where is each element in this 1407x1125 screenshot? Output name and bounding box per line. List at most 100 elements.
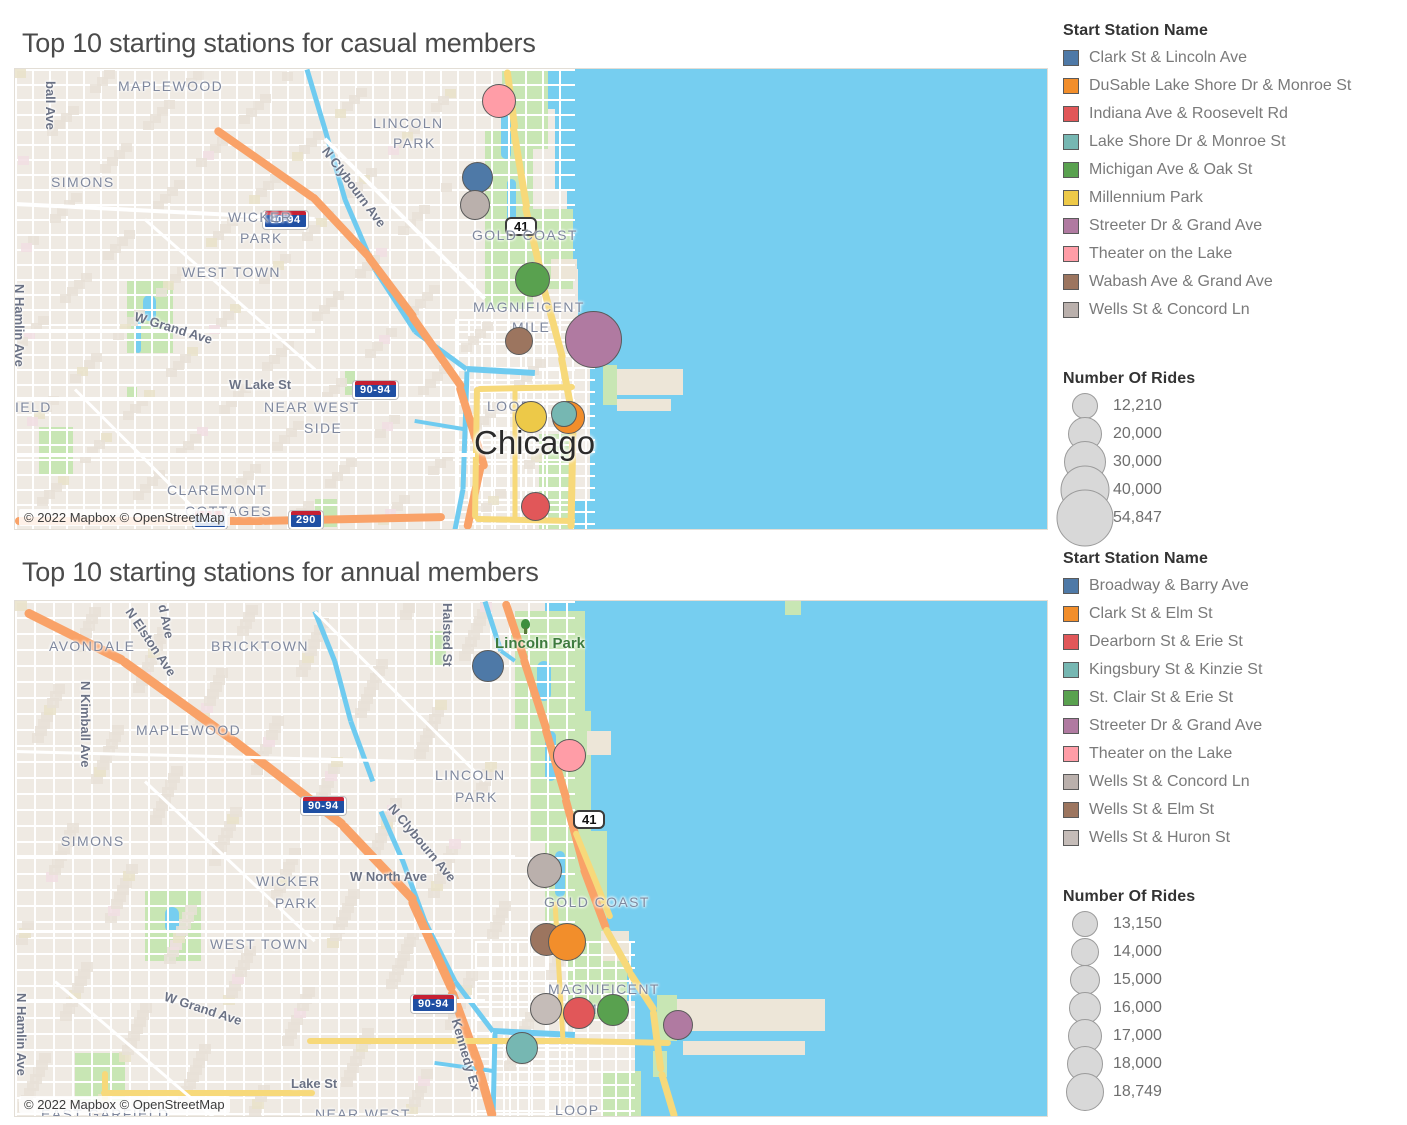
map-point-casual-3[interactable] bbox=[514, 261, 550, 297]
map-block bbox=[114, 892, 126, 902]
map-street-h bbox=[455, 451, 595, 453]
map-block bbox=[435, 459, 446, 468]
map-block bbox=[21, 243, 32, 252]
map-block bbox=[327, 938, 339, 948]
map-block bbox=[244, 946, 256, 956]
map-block bbox=[292, 152, 303, 161]
legend-item-label: Clark St & Lincoln Ave bbox=[1089, 49, 1248, 66]
map-point-casual-2[interactable] bbox=[460, 190, 490, 220]
map-street-h bbox=[15, 354, 575, 356]
map-street-h bbox=[15, 339, 575, 341]
legend-item-casual-9[interactable]: Wells St & Concord Ln bbox=[1063, 296, 1351, 324]
map-point-annual-9[interactable] bbox=[506, 1032, 538, 1064]
map-point-casual-4[interactable] bbox=[564, 310, 622, 368]
map-block bbox=[402, 132, 413, 141]
map-block bbox=[67, 823, 79, 833]
map-block bbox=[362, 1028, 374, 1038]
map-block bbox=[134, 1017, 146, 1027]
legend-item-annual-8[interactable]: Wells St & Elm St bbox=[1063, 796, 1262, 824]
map-block bbox=[376, 248, 387, 257]
legend-item-casual-4[interactable]: Michigan Ave & Oak St bbox=[1063, 156, 1351, 184]
map-block bbox=[133, 683, 145, 693]
map-block bbox=[53, 684, 65, 694]
map-block bbox=[356, 88, 367, 97]
legend-item-label: Dearborn St & Erie St bbox=[1089, 633, 1243, 650]
map-street-h bbox=[15, 174, 575, 176]
legend-item-annual-9[interactable]: Wells St & Huron St bbox=[1063, 824, 1262, 852]
map-point-annual-4[interactable] bbox=[548, 923, 586, 961]
size-legend-circle bbox=[1056, 489, 1114, 547]
size-legend-circle-wrap bbox=[1063, 965, 1107, 995]
legend-item-label: Wells St & Concord Ln bbox=[1089, 773, 1250, 790]
map-point-annual-0[interactable] bbox=[472, 650, 504, 682]
map-point-annual-7[interactable] bbox=[597, 994, 629, 1026]
legend-item-annual-7[interactable]: Wells St & Concord Ln bbox=[1063, 768, 1262, 796]
map-annual-members[interactable]: 90-94 90-94 41 AVONDALE BRICKTOWN MAPLEWOOD SI… bbox=[14, 600, 1048, 1117]
legend-item-label: Indiana Ave & Roosevelt Rd bbox=[1089, 105, 1288, 122]
map-point-annual-5[interactable] bbox=[530, 993, 562, 1025]
map-block bbox=[127, 317, 138, 326]
map-point-annual-6[interactable] bbox=[563, 997, 595, 1029]
map-block bbox=[134, 310, 145, 319]
map-point-annual-2[interactable] bbox=[526, 852, 562, 888]
map-street-v bbox=[151, 69, 153, 529]
map-street-v bbox=[406, 69, 408, 529]
map-block bbox=[60, 294, 71, 303]
map-street-v bbox=[474, 69, 476, 529]
map-street-v bbox=[508, 69, 510, 529]
legend-item-annual-3[interactable]: Kingsbury St & Kinzie St bbox=[1063, 656, 1262, 684]
map-block bbox=[378, 826, 390, 836]
legend-item-casual-0[interactable]: Clark St & Lincoln Ave bbox=[1063, 44, 1351, 72]
map-block bbox=[341, 1077, 353, 1087]
legend-item-annual-4[interactable]: St. Clair St & Erie St bbox=[1063, 684, 1262, 712]
map-point-casual-6[interactable] bbox=[515, 401, 547, 433]
size-legend-casual: Number Of Rides 12,210 20,000 30,000 40,000… bbox=[1056, 370, 1195, 547]
map-block bbox=[291, 1015, 303, 1025]
map-block bbox=[466, 971, 478, 981]
map-block bbox=[362, 262, 373, 271]
map-street-h bbox=[15, 905, 575, 907]
map-point-casual-9[interactable] bbox=[520, 491, 550, 521]
legend-item-annual-0[interactable]: Broadway & Barry Ave bbox=[1063, 572, 1262, 600]
map-block bbox=[81, 273, 92, 282]
size-legend-label: 13,150 bbox=[1113, 915, 1162, 932]
legend-item-casual-7[interactable]: Theater on the Lake bbox=[1063, 240, 1351, 268]
map-street-h bbox=[455, 439, 595, 441]
map-street-h bbox=[455, 319, 595, 321]
legend-item-annual-2[interactable]: Dearborn St & Erie St bbox=[1063, 628, 1262, 656]
map-water-lake bbox=[567, 169, 1047, 269]
legend-item-annual-5[interactable]: Streeter Dr & Grand Ave bbox=[1063, 712, 1262, 740]
map-point-annual-8[interactable] bbox=[663, 1010, 693, 1040]
map-point-annual-1[interactable] bbox=[552, 738, 586, 772]
map-street-v bbox=[83, 69, 85, 529]
map-street-h bbox=[475, 993, 635, 995]
legend-color-swatch bbox=[1063, 662, 1079, 678]
map-block bbox=[24, 330, 35, 339]
map-street-h bbox=[455, 523, 595, 525]
legend-item-label: Wabash Ave & Grand Ave bbox=[1089, 273, 1273, 290]
legend-item-casual-2[interactable]: Indiana Ave & Roosevelt Rd bbox=[1063, 100, 1351, 128]
map-casual-members[interactable]: 90-9490-9490-9429029041MAPLEWOODSIMONSWI… bbox=[14, 68, 1048, 530]
legend-item-casual-8[interactable]: Wabash Ave & Grand Ave bbox=[1063, 268, 1351, 296]
map-point-casual-5[interactable] bbox=[505, 327, 533, 355]
map-block bbox=[75, 976, 87, 986]
legend-item-casual-6[interactable]: Streeter Dr & Grand Ave bbox=[1063, 212, 1351, 240]
legend-item-casual-1[interactable]: DuSable Lake Shore Dr & Monroe St bbox=[1063, 72, 1351, 100]
legend-item-annual-6[interactable]: Theater on the Lake bbox=[1063, 740, 1262, 768]
map-block bbox=[110, 244, 121, 253]
map-block bbox=[463, 978, 475, 988]
size-legend-label: 18,749 bbox=[1113, 1083, 1162, 1100]
map-block bbox=[372, 840, 384, 850]
map-point-casual-1[interactable] bbox=[461, 161, 493, 193]
legend-item-casual-5[interactable]: Millennium Park bbox=[1063, 184, 1351, 212]
map-point-casual-0[interactable] bbox=[482, 84, 516, 118]
map-block bbox=[389, 415, 400, 424]
map-point-casual-8[interactable] bbox=[551, 401, 577, 427]
map-block bbox=[105, 913, 117, 923]
legend-item-annual-1[interactable]: Clark St & Elm St bbox=[1063, 600, 1262, 628]
map-block bbox=[375, 429, 386, 438]
legend-item-casual-3[interactable]: Lake Shore Dr & Monroe St bbox=[1063, 128, 1351, 156]
map-block bbox=[496, 908, 508, 918]
legend-color-swatch bbox=[1063, 606, 1079, 622]
map-block bbox=[193, 71, 204, 80]
